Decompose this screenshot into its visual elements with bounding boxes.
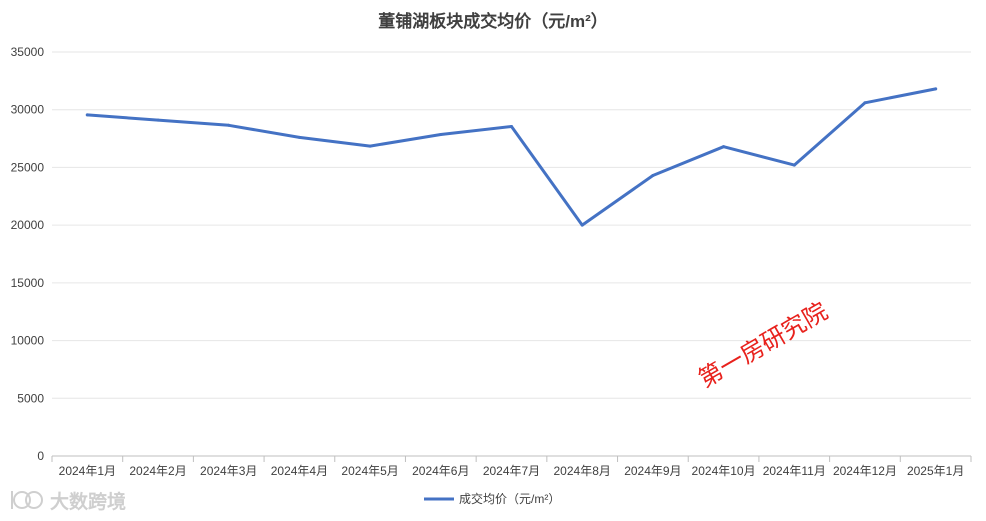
grid-lines [52, 51, 971, 399]
data-point [863, 101, 867, 105]
data-point [651, 174, 655, 178]
data-point [85, 113, 89, 117]
data-point [792, 163, 796, 167]
x-tick-label: 2024年3月 [200, 464, 257, 478]
data-point [368, 144, 372, 148]
y-tick-label: 30000 [11, 103, 45, 117]
series-layer [85, 87, 938, 227]
x-tick-label: 2024年6月 [412, 464, 469, 478]
x-tick-label: 2024年1月 [59, 464, 116, 478]
x-tick-label: 2024年4月 [271, 464, 328, 478]
data-point [510, 124, 513, 128]
watermark-text: 第一房研究院 [694, 298, 832, 393]
chart-title: 董铺湖板块成交均价（元/m²） [378, 11, 608, 31]
y-tick-label: 20000 [11, 218, 45, 232]
logo-text: 大数跨境 [50, 490, 126, 513]
y-tick-label: 25000 [11, 160, 45, 174]
data-point [297, 135, 301, 139]
data-point [156, 118, 160, 122]
data-point [227, 123, 231, 127]
data-point [722, 145, 726, 149]
y-tick-label: 10000 [11, 334, 45, 348]
data-point [580, 223, 584, 227]
y-tick-label: 0 [37, 449, 44, 463]
x-tick-label: 2024年11月 [763, 464, 826, 478]
x-tick-label: 2024年7月 [483, 464, 540, 478]
data-point [439, 133, 443, 137]
x-tick-label: 2024年10月 [692, 464, 756, 478]
x-axis: 2024年1月 2024年2月 2024年3月 2024年4月 2024年5月 2024年… [51, 455, 972, 478]
y-tick-label: 35000 [11, 45, 45, 59]
x-tick-label: 2025年1月 [907, 464, 964, 478]
x-tick-label: 2024年8月 [554, 464, 611, 478]
y-axis-ticks: 0 5000 10000 15000 20000 25000 30000 35000 [11, 45, 45, 463]
x-tick-label: 2024年5月 [341, 464, 398, 478]
data-point [934, 87, 938, 91]
x-tick-label: 2024年12月 [833, 464, 897, 478]
logo-icon [11, 491, 43, 509]
x-tick-label: 2024年2月 [129, 464, 186, 478]
legend: 成交均价（元/m²） [424, 491, 560, 506]
x-tick-label: 2024年9月 [624, 464, 681, 478]
legend-label: 成交均价（元/m²） [459, 491, 560, 506]
y-tick-label: 5000 [17, 391, 44, 405]
logo: 大数跨境 [11, 490, 126, 513]
y-tick-label: 15000 [11, 276, 45, 290]
